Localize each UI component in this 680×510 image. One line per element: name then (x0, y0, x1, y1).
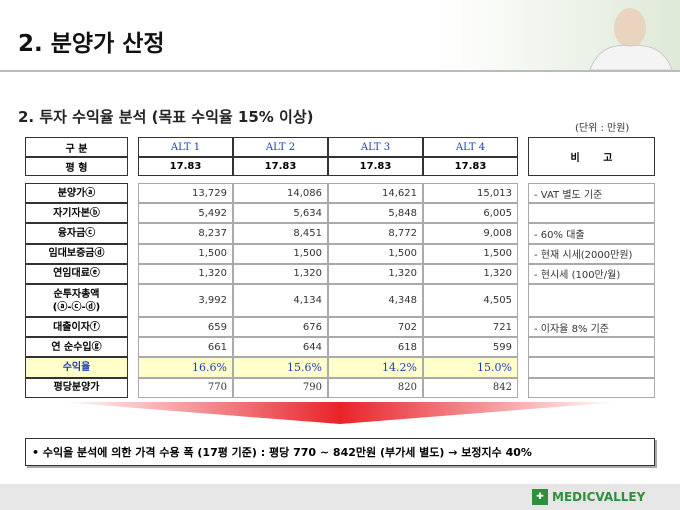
row-value: 15.6% (233, 357, 328, 378)
row-remark: - 현재 시세(2000만원) (528, 243, 655, 264)
column-header: ALT 1 (138, 137, 233, 157)
row-label: 연임대료ⓔ (25, 263, 128, 284)
row-value: 661 (138, 337, 233, 358)
slide-title: 2. 분양가 산정 (18, 31, 165, 57)
row-value: 14,086 (233, 183, 328, 204)
remark-empty (528, 337, 655, 358)
row-label: 순투자총액 (ⓐ-ⓒ-ⓓ) (25, 284, 128, 317)
remark-empty (528, 377, 655, 398)
row-value: 8,772 (328, 223, 423, 244)
header-art (440, 0, 680, 70)
row-value: 9,008 (423, 223, 518, 244)
row-value: 702 (328, 317, 423, 338)
row-value: 1,320 (138, 263, 233, 284)
row-value: 618 (328, 337, 423, 358)
row-value: 644 (233, 337, 328, 358)
row-remark: - 현시세 (100만/월) (528, 263, 655, 284)
header-rule (0, 70, 680, 72)
arrow-band (60, 402, 620, 424)
row-label: 분양가ⓐ (25, 183, 128, 204)
size-value: 17.83 (233, 157, 328, 176)
row-value: 659 (138, 317, 233, 338)
size-label: 평 형 (25, 157, 128, 176)
header-label: 구 분 (25, 137, 128, 157)
size-value: 17.83 (328, 157, 423, 176)
row-value: 842 (423, 377, 518, 398)
column-header: ALT 2 (233, 137, 328, 157)
row-value: 8,451 (233, 223, 328, 244)
row-value: 5,848 (328, 203, 423, 224)
row-value: 1,500 (233, 243, 328, 264)
row-value: 1,320 (233, 263, 328, 284)
logo-icon: ✚ (532, 489, 548, 505)
row-value: 4,134 (233, 284, 328, 317)
row-value: 6,005 (423, 203, 518, 224)
logo-text: MEDICVALLEY (552, 490, 646, 504)
row-value: 14,621 (328, 183, 423, 204)
row-label: 융자금ⓒ (25, 223, 128, 244)
remark-empty (528, 203, 655, 224)
row-label: 임대보증금ⓓ (25, 243, 128, 264)
row-value: 15,013 (423, 183, 518, 204)
row-value: 721 (423, 317, 518, 338)
row-value: 5,634 (233, 203, 328, 224)
size-value: 17.83 (423, 157, 518, 176)
row-value: 790 (233, 377, 328, 398)
row-value: 8,237 (138, 223, 233, 244)
row-value: 820 (328, 377, 423, 398)
row-value: 770 (138, 377, 233, 398)
unit-label: (단위 : 만원) (575, 123, 630, 134)
row-value: 5,492 (138, 203, 233, 224)
remark-header: 비 고 (528, 137, 655, 176)
row-value: 15.0% (423, 357, 518, 378)
row-label: 연 순수입ⓖ (25, 337, 128, 358)
remark-empty (528, 357, 655, 378)
row-label: 자기자본ⓑ (25, 203, 128, 224)
row-remark: - VAT 별도 기준 (528, 183, 655, 204)
row-value: 3,992 (138, 284, 233, 317)
row-value: 13,729 (138, 183, 233, 204)
row-remark: - 60% 대출 (528, 223, 655, 244)
row-value: 4,505 (423, 284, 518, 317)
row-value: 1,320 (423, 263, 518, 284)
footer-band (0, 484, 680, 510)
size-value: 17.83 (138, 157, 233, 176)
row-value: 1,500 (328, 243, 423, 264)
row-label: 대출이자ⓕ (25, 317, 128, 338)
remark-empty (528, 284, 655, 317)
note-box: • 수익을 분석에 의한 가격 수용 폭 (17평 기준) : 평당 770 ~… (25, 438, 655, 466)
column-header: ALT 4 (423, 137, 518, 157)
row-value: 676 (233, 317, 328, 338)
row-value: 16.6% (138, 357, 233, 378)
row-value: 4,348 (328, 284, 423, 317)
column-header: ALT 3 (328, 137, 423, 157)
note-text: • 수익을 분석에 의한 가격 수용 폭 (17평 기준) : 평당 770 ~… (32, 446, 532, 459)
row-value: 14.2% (328, 357, 423, 378)
row-label: 수익율 (25, 357, 128, 378)
row-label: 평당분양가 (25, 377, 128, 398)
row-value: 1,500 (423, 243, 518, 264)
row-remark: - 이자율 8% 기준 (528, 317, 655, 338)
row-value: 1,320 (328, 263, 423, 284)
row-value: 1,500 (138, 243, 233, 264)
section-title: 2. 투자 수익율 분석 (목표 수익율 15% 이상) (18, 108, 314, 126)
row-value: 599 (423, 337, 518, 358)
